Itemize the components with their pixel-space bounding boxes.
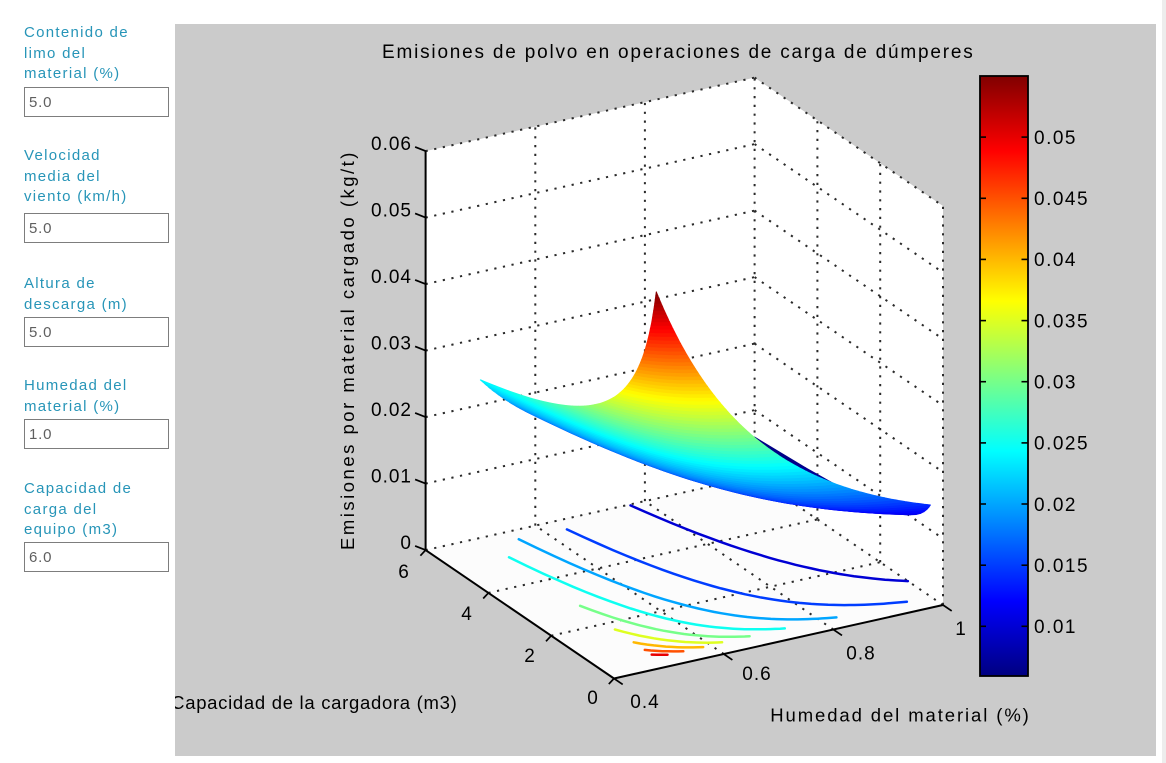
svg-text:0.025: 0.025 <box>1034 434 1089 455</box>
svg-text:0.045: 0.045 <box>1034 189 1089 210</box>
svg-text:0.015: 0.015 <box>1034 556 1089 577</box>
svg-text:0: 0 <box>587 688 599 709</box>
svg-text:0: 0 <box>400 533 412 554</box>
svg-text:0.05: 0.05 <box>1034 128 1077 149</box>
svg-text:Emisiones por material cargado: Emisiones por material cargado (kg/t) <box>337 150 358 550</box>
svg-text:0.6: 0.6 <box>742 664 771 685</box>
svg-text:0.03: 0.03 <box>1034 373 1077 394</box>
svg-text:0.02: 0.02 <box>371 400 412 421</box>
svg-text:0.03: 0.03 <box>371 333 412 354</box>
svg-text:Capacidad de la cargadora (m3): Capacidad de la cargadora (m3) <box>175 692 457 713</box>
svg-text:0.01: 0.01 <box>1034 617 1077 638</box>
svg-text:0.035: 0.035 <box>1034 311 1089 332</box>
svg-text:0.05: 0.05 <box>371 200 412 221</box>
svg-text:1: 1 <box>955 619 967 640</box>
svg-text:6: 6 <box>398 562 410 583</box>
svg-text:Humedad del material (%): Humedad del material (%) <box>770 705 1031 726</box>
svg-text:0.01: 0.01 <box>371 466 412 487</box>
svg-text:0.04: 0.04 <box>371 267 412 288</box>
svg-text:0.8: 0.8 <box>846 643 875 664</box>
svg-text:0.06: 0.06 <box>371 134 412 155</box>
svg-text:2: 2 <box>524 646 536 667</box>
svg-text:0.02: 0.02 <box>1034 495 1077 516</box>
svg-text:0.4: 0.4 <box>630 692 659 713</box>
svg-text:0.04: 0.04 <box>1034 250 1077 271</box>
svg-text:Emisiones de polvo en operacio: Emisiones de polvo en operaciones de car… <box>382 42 975 63</box>
svg-text:4: 4 <box>461 604 473 625</box>
